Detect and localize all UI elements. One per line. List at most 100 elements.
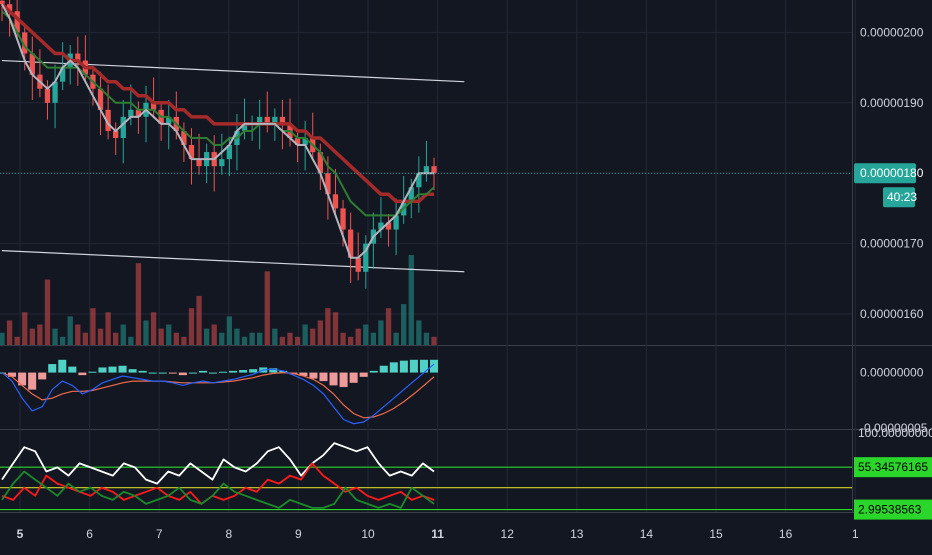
volume-bar: [370, 332, 377, 345]
oscillator-pane[interactable]: [0, 442, 852, 511]
volume-bar: [113, 332, 119, 345]
candle-body[interactable]: [393, 215, 399, 230]
candle-body[interactable]: [219, 159, 225, 167]
macd-histogram-bar: [299, 372, 308, 376]
time-axis[interactable]: 5 6 7 8 9 10 11 12 13 14 15 16 1: [17, 527, 859, 541]
candle-body[interactable]: [408, 187, 414, 202]
candle-body[interactable]: [325, 173, 331, 195]
volume-bar: [272, 328, 278, 345]
volume-bar: [241, 336, 248, 345]
volume-bar: [135, 263, 142, 345]
macd-histogram-bar: [68, 366, 77, 373]
candle-body[interactable]: [257, 116, 263, 124]
volume-bar: [226, 316, 233, 345]
time-tick-label: 6: [86, 527, 93, 541]
candle-body[interactable]: [0, 0, 5, 5]
macd-tick-label: -0.00000005: [860, 421, 928, 435]
candle-body[interactable]: [22, 32, 28, 54]
candle-body[interactable]: [14, 11, 20, 33]
candle-body[interactable]: [6, 4, 13, 12]
candle-body[interactable]: [188, 145, 195, 160]
candle-body[interactable]: [113, 130, 119, 138]
candle-body[interactable]: [75, 53, 81, 61]
candle-body[interactable]: [279, 116, 286, 124]
candle-body[interactable]: [226, 145, 233, 160]
candle-body[interactable]: [44, 88, 51, 103]
candle-body[interactable]: [302, 138, 308, 146]
volume-bar: [378, 320, 384, 345]
volume-bar: [75, 324, 81, 345]
volume-bar: [302, 324, 308, 345]
candle-body[interactable]: [272, 116, 278, 124]
candle-body[interactable]: [97, 88, 104, 110]
volume-bar: [211, 324, 217, 345]
candle-body[interactable]: [166, 116, 172, 124]
candle-body[interactable]: [332, 194, 339, 209]
macd-histogram-bar: [168, 372, 177, 374]
candle-body[interactable]: [241, 123, 248, 131]
volume-bar: [279, 336, 286, 345]
time-tick-label: 9: [295, 527, 302, 541]
macd-histogram-bar: [98, 367, 107, 373]
macd-histogram-bar: [8, 372, 17, 377]
trendline[interactable]: [1, 250, 465, 273]
candle-body[interactable]: [128, 109, 134, 117]
macd-histogram-bar: [148, 372, 157, 374]
candle-body[interactable]: [340, 208, 346, 230]
oscillator-series-white: [1, 442, 435, 485]
volume-bar: [310, 328, 316, 345]
volume-bar: [264, 271, 270, 345]
candle-body[interactable]: [347, 229, 354, 258]
volume-bar: [196, 295, 202, 345]
macd-histogram-bar: [138, 370, 147, 373]
macd-pane[interactable]: [0, 359, 439, 425]
macd-histogram-bar: [18, 372, 27, 386]
time-tick-label: 5: [17, 527, 24, 541]
candle-body[interactable]: [431, 166, 437, 174]
volume-bar: [90, 308, 96, 345]
volume-bar: [181, 336, 187, 345]
volume-bar: [385, 308, 392, 345]
volume-bar: [340, 332, 346, 345]
candle-body[interactable]: [294, 138, 301, 146]
candle-body[interactable]: [264, 116, 270, 124]
candle-body[interactable]: [363, 243, 369, 272]
candle-body[interactable]: [317, 152, 323, 174]
macd-histogram-bar: [269, 368, 278, 373]
candle-body[interactable]: [59, 67, 66, 82]
volume-bar: [355, 328, 361, 345]
macd-histogram-bar: [249, 369, 258, 373]
macd-histogram-bar: [88, 371, 97, 373]
candle-body[interactable]: [52, 81, 58, 103]
price-axis[interactable]: 0.00000200 0.00000190 0.00000170 0.00000160…: [854, 25, 932, 520]
macd-histogram-bar: [309, 372, 318, 379]
candle-body[interactable]: [135, 109, 142, 117]
candle-body[interactable]: [105, 109, 111, 131]
candle-body[interactable]: [385, 222, 392, 230]
macd-histogram-bar: [359, 372, 368, 377]
volume-bar: [287, 332, 293, 345]
macd-histogram-bar: [219, 371, 228, 373]
candle-body[interactable]: [355, 257, 361, 272]
price-pane[interactable]: [0, 0, 852, 345]
candle-body[interactable]: [416, 173, 422, 188]
candle-body[interactable]: [423, 166, 430, 174]
candle-body[interactable]: [150, 102, 157, 110]
macd-histogram-bar: [118, 365, 127, 373]
candle-body[interactable]: [120, 116, 126, 138]
oscillator-level-badge: [854, 457, 932, 478]
moving-average-ma-slow: [0, 2, 434, 204]
candle-body[interactable]: [181, 130, 187, 146]
macd-histogram-bar: [419, 359, 428, 373]
candle-body[interactable]: [29, 53, 35, 75]
volume-bar: [44, 279, 51, 345]
volume-bar: [317, 320, 323, 345]
macd-histogram-bar: [108, 366, 117, 373]
last-price-label: 0.00000180: [860, 166, 924, 180]
volume-bar: [120, 324, 126, 345]
candle-body[interactable]: [378, 222, 384, 230]
candle-body[interactable]: [196, 159, 202, 167]
oscillator-level-badge: [854, 499, 932, 520]
